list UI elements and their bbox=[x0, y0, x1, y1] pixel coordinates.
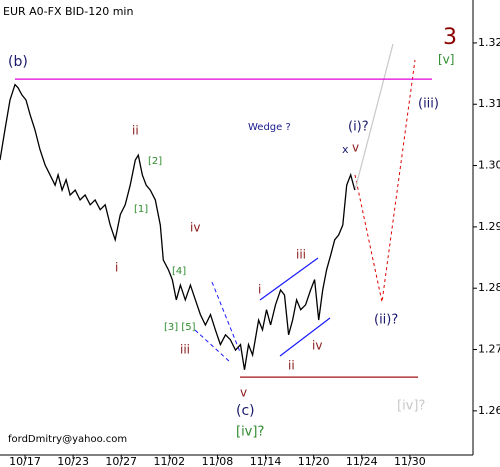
annotation: [iv]? bbox=[236, 425, 264, 440]
annotation: v bbox=[240, 386, 247, 400]
projection-path bbox=[354, 59, 416, 303]
y-tick-label: 1.31 bbox=[478, 97, 500, 110]
y-tick-label: 1.26 bbox=[478, 404, 500, 417]
y-tick-label: 1.32 bbox=[478, 36, 500, 49]
x-tick-label: 10/23 bbox=[57, 455, 89, 467]
wedge-line bbox=[211, 281, 241, 353]
x-tick-label: 11/30 bbox=[394, 455, 426, 467]
price-line bbox=[0, 83, 356, 370]
annotation: 3 bbox=[443, 25, 457, 50]
annotation: i bbox=[115, 261, 118, 275]
x-tick-label: 10/27 bbox=[105, 455, 137, 467]
annotation: [v] bbox=[438, 53, 454, 67]
channel-line bbox=[259, 257, 319, 301]
annotation: [2] bbox=[148, 156, 162, 167]
x-tick-label: 11/24 bbox=[346, 455, 378, 467]
annotation: [iv]? bbox=[397, 399, 425, 414]
y-tick-label: 1.27 bbox=[478, 343, 500, 356]
annotation: Wedge ? bbox=[248, 122, 291, 133]
annotation: ii bbox=[132, 124, 139, 138]
y-tick-label: 1.30 bbox=[478, 159, 500, 172]
alt-projection bbox=[354, 43, 394, 191]
annotation: iii bbox=[296, 248, 306, 262]
annotation: (ii)? bbox=[374, 313, 398, 328]
annotation: (i)? bbox=[348, 120, 369, 135]
annotation: x bbox=[342, 143, 349, 156]
y-tick-label: 1.29 bbox=[478, 220, 500, 233]
annotation: fordDmitry@yahoo.com bbox=[8, 434, 127, 445]
annotation: [1] bbox=[134, 204, 148, 215]
annotation: (iii) bbox=[418, 97, 439, 112]
x-tick-label: 11/20 bbox=[298, 455, 330, 467]
annotation: (c) bbox=[236, 403, 255, 419]
annotation: iv bbox=[312, 339, 322, 353]
channel-line bbox=[279, 317, 331, 357]
x-tick-label: 10/17 bbox=[9, 455, 41, 467]
annotation: i bbox=[258, 283, 261, 297]
annotation: (b) bbox=[8, 54, 28, 70]
annotation: iv bbox=[190, 221, 200, 235]
annotation: [3] [5] bbox=[164, 322, 196, 333]
x-tick-label: 11/08 bbox=[202, 455, 234, 467]
x-tick-label: 11/14 bbox=[250, 455, 282, 467]
y-tick-label: 1.28 bbox=[478, 281, 500, 294]
x-tick-label: 11/02 bbox=[153, 455, 185, 467]
annotation: ii bbox=[288, 359, 295, 373]
wedge-line bbox=[194, 329, 231, 363]
annotation: iii bbox=[180, 343, 190, 357]
chart-title: EUR A0-FX BID-120 min bbox=[3, 5, 133, 18]
annotation: [4] bbox=[172, 266, 186, 277]
annotation: v bbox=[352, 141, 359, 155]
